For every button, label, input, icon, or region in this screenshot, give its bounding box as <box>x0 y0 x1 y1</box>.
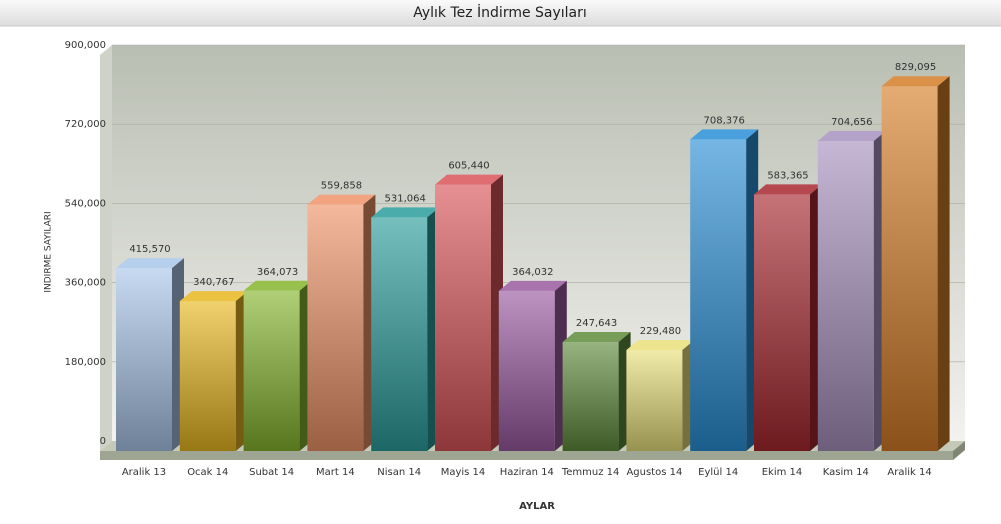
value-label: 340,767 <box>193 277 234 288</box>
value-label: 605,440 <box>448 161 489 172</box>
bar-group: 247,643 <box>562 318 631 451</box>
bar-group: 364,073 <box>243 267 312 451</box>
bar <box>307 204 364 451</box>
side-wall <box>100 45 112 451</box>
bar-top <box>881 76 950 87</box>
x-tick-label: Eylül 14 <box>698 467 739 478</box>
bar-group: 559,858 <box>307 181 376 451</box>
bar-top <box>307 194 376 205</box>
x-tick-label: Aralik 14 <box>887 467 932 478</box>
bar <box>817 140 874 451</box>
value-label: 829,095 <box>895 62 936 73</box>
bar-group: 415,570 <box>116 244 184 451</box>
x-tick-label: Mart 14 <box>316 467 355 478</box>
bar <box>243 290 300 451</box>
bar-group: 605,440 <box>435 161 503 452</box>
y-tick-label: 360,000 <box>65 278 106 289</box>
y-tick-label: 180,000 <box>65 357 106 368</box>
bar-top <box>435 174 503 185</box>
value-label: 364,032 <box>512 267 553 278</box>
x-tick-label: Kasim 14 <box>822 467 869 478</box>
value-label: 531,064 <box>385 193 426 204</box>
x-tick-label: Temmuz 14 <box>561 467 620 478</box>
bar-top <box>626 340 695 351</box>
chart-title: Aylık Tez İndirme Sayıları <box>413 3 587 21</box>
bar-side <box>937 76 950 452</box>
bar-top <box>498 280 567 291</box>
bar-top <box>690 129 759 140</box>
bar <box>562 342 619 451</box>
value-label: 229,480 <box>640 326 681 337</box>
x-tick-label: Subat 14 <box>249 467 295 478</box>
value-label: 415,570 <box>129 244 170 255</box>
bar-top <box>179 291 248 302</box>
floor-side <box>953 441 965 460</box>
bar <box>371 217 428 451</box>
bar-group: 708,376 <box>690 115 759 451</box>
bar <box>881 86 938 452</box>
floor-front <box>100 451 953 460</box>
y-axis-title: INDIRME SAYILARI <box>44 211 54 292</box>
y-tick-label: 720,000 <box>65 119 106 130</box>
y-tick-label: 900,000 <box>65 40 106 51</box>
value-label: 364,073 <box>257 267 298 278</box>
bar-top <box>371 207 440 218</box>
title-bar <box>0 0 1001 26</box>
bar <box>179 301 236 451</box>
bar <box>754 194 810 451</box>
bar <box>435 184 491 452</box>
bar-group: 704,656 <box>817 117 886 451</box>
bar-group: 340,767 <box>179 277 248 451</box>
bar-top <box>817 130 886 141</box>
x-tick-label: Haziran 14 <box>499 467 554 478</box>
bar <box>498 290 555 451</box>
bar-group: 583,365 <box>754 170 822 451</box>
y-tick-label: 540,000 <box>65 198 106 209</box>
x-tick-label: Mayis 14 <box>440 467 486 478</box>
bar-group: 829,095 <box>881 62 950 452</box>
bar-group: 364,032 <box>498 267 567 451</box>
bar-top <box>116 258 184 269</box>
bar <box>690 139 747 451</box>
x-tick-label: Ekim 14 <box>761 467 803 478</box>
value-label: 704,656 <box>831 117 872 128</box>
value-label: 247,643 <box>576 318 617 329</box>
value-label: 583,365 <box>767 170 808 181</box>
bars: 415,570 340,767 364,073 559,858 531,064 605,4… <box>116 62 950 452</box>
x-tick-label: Agustos 14 <box>626 467 683 478</box>
bar <box>116 268 172 451</box>
value-label: 559,858 <box>321 181 362 192</box>
value-label: 708,376 <box>704 115 745 126</box>
bar-group: 229,480 <box>626 326 695 451</box>
bar <box>626 350 683 451</box>
x-tick-label: Aralik 13 <box>121 467 167 478</box>
bar-group: 531,064 <box>371 193 440 451</box>
x-tick-label: Nisan 14 <box>377 467 422 478</box>
x-tick-label: Ocak 14 <box>187 467 229 478</box>
bar-top <box>243 280 312 291</box>
bar-top <box>754 184 822 195</box>
y-tick-label: 0 <box>100 436 106 447</box>
x-axis-title: AYLAR <box>519 501 555 512</box>
bar-top <box>562 332 631 343</box>
